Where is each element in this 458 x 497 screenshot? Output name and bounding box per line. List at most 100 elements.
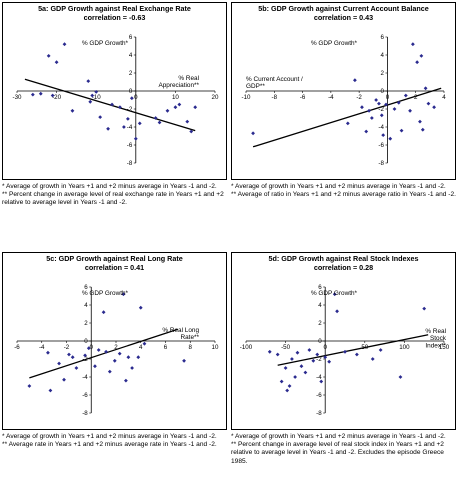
x-tick-label: 10 — [212, 344, 219, 351]
y-axis-label: % GDP Growth* — [82, 290, 129, 297]
data-point — [27, 384, 32, 388]
data-point — [93, 364, 97, 369]
trend-line — [29, 328, 179, 379]
footnote: ** Percent change in average level of re… — [231, 441, 444, 465]
data-point — [295, 350, 300, 355]
data-point — [86, 79, 91, 83]
data-point — [388, 136, 393, 141]
data-point — [83, 353, 87, 358]
y-tick-label: 2 — [318, 320, 322, 327]
data-point — [307, 348, 312, 352]
data-point — [67, 352, 71, 357]
data-point — [367, 108, 371, 113]
data-point — [379, 113, 384, 118]
data-point — [107, 369, 112, 374]
y-tick-label: -2 — [127, 106, 133, 113]
data-point — [121, 292, 126, 297]
footnotes-5d: * Average of growth in Years +1 and +2 m… — [231, 433, 456, 466]
data-point — [142, 341, 147, 346]
x-tick-label: 0 — [134, 94, 138, 101]
y-tick-label: -8 — [82, 410, 88, 417]
x-tick-label: 20 — [212, 94, 219, 101]
data-point — [353, 78, 357, 83]
data-point — [46, 350, 50, 355]
data-point — [251, 131, 255, 136]
data-point — [287, 384, 292, 388]
y-tick-label: -6 — [82, 392, 88, 399]
y-tick-label: -4 — [316, 374, 322, 381]
trend-line — [24, 78, 196, 132]
footnote: * Average of growth in Years +1 and +2 m… — [2, 433, 217, 440]
y-tick-label: -6 — [378, 142, 384, 149]
data-point — [118, 105, 122, 110]
data-point — [86, 346, 91, 351]
x-tick-label: -6 — [14, 344, 20, 351]
data-point — [360, 105, 364, 110]
y-tick-label: -2 — [316, 356, 322, 363]
footnote: ** Average rate in Years +1 and +2 minus… — [2, 441, 217, 449]
data-point — [133, 136, 138, 141]
y-tick-label: -4 — [378, 124, 384, 131]
x-tick-label: -2 — [356, 94, 362, 101]
data-point — [48, 388, 53, 393]
x-tick-label: 2 — [414, 94, 418, 101]
data-point — [138, 305, 143, 310]
data-point — [408, 108, 412, 113]
x-tick-label: -100 — [240, 344, 253, 351]
x-tick-label: -30 — [13, 94, 23, 101]
y-tick-label: 4 — [129, 52, 133, 59]
data-point — [124, 378, 128, 383]
x-tick-label: 0 — [386, 94, 390, 101]
trend-line — [277, 334, 429, 366]
x-tick-label: -20 — [52, 94, 62, 101]
chart-title: 5b: GDP Growth against Current Account B… — [258, 4, 429, 22]
data-point — [432, 105, 436, 110]
data-point — [343, 349, 347, 354]
x-tick-label: 6 — [164, 344, 168, 351]
data-point — [185, 119, 190, 124]
data-point — [423, 86, 428, 91]
chart-title: 5a: GDP Growth against Real Exchange Rat… — [38, 4, 191, 22]
data-point — [419, 54, 424, 58]
data-point — [384, 102, 388, 107]
data-point — [279, 379, 284, 384]
data-point — [70, 108, 75, 113]
data-point — [381, 133, 386, 137]
x-tick-label: -50 — [281, 344, 291, 351]
chart-title: 5c: GDP Growth against Real Long Rate co… — [46, 254, 183, 272]
y-axis-label: % GDP Growth* — [311, 40, 358, 47]
data-point — [364, 129, 369, 134]
x-tick-label: 10 — [172, 94, 179, 101]
data-point — [136, 355, 141, 360]
footnote: ** Percent change in average level of re… — [2, 191, 224, 207]
data-point — [403, 93, 408, 98]
y-tick-label: -8 — [127, 160, 133, 167]
y-tick-label: 2 — [380, 70, 384, 77]
y-tick-label: 0 — [84, 338, 88, 345]
data-point — [369, 116, 374, 120]
data-point — [415, 60, 420, 65]
y-axis-label: % GDP Growth* — [311, 290, 358, 297]
data-point — [182, 358, 186, 363]
data-point — [62, 42, 67, 47]
x-tick-label: 0 — [323, 344, 327, 351]
data-point — [173, 105, 178, 110]
data-point — [125, 117, 130, 121]
data-point — [396, 100, 401, 105]
footnote: * Average of growth in Years +1 and +2 m… — [231, 183, 446, 190]
y-tick-label: -6 — [316, 392, 322, 399]
data-point — [332, 292, 337, 297]
data-point — [422, 306, 427, 311]
data-point — [46, 54, 51, 58]
footnote: ** Average of ratio in Years +1 and +2 m… — [231, 191, 456, 199]
data-point — [399, 128, 404, 133]
x-axis-label: % Real Appreciation** — [158, 75, 199, 89]
data-point — [106, 126, 110, 131]
data-point — [153, 116, 158, 120]
x-tick-label: 100 — [399, 344, 410, 351]
y-tick-label: -2 — [378, 106, 384, 113]
data-point — [315, 352, 320, 357]
y-tick-label: 0 — [380, 88, 384, 95]
data-point — [378, 348, 383, 352]
